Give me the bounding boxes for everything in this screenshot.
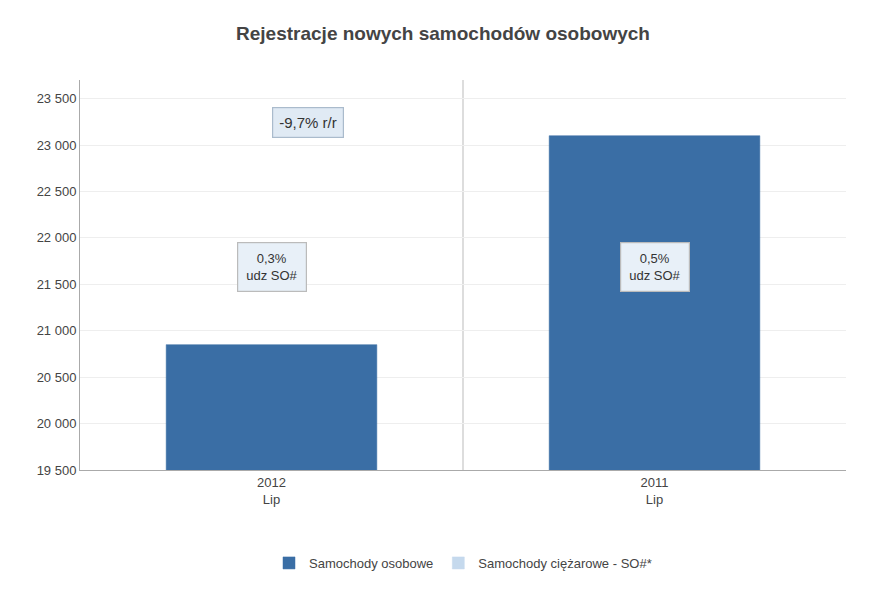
svg-text:2012Lip: 2012Lip	[257, 475, 286, 507]
svg-text:-9,7% r/r: -9,7% r/r	[279, 114, 337, 131]
svg-text:19 500: 19 500	[37, 463, 77, 478]
svg-text:Samochody osobowe: Samochody osobowe	[309, 556, 433, 571]
svg-text:0,5%udz SO#: 0,5%udz SO#	[629, 251, 680, 283]
svg-text:2011Lip: 2011Lip	[641, 475, 669, 507]
svg-text:23 500: 23 500	[37, 91, 77, 106]
svg-text:21 500: 21 500	[37, 277, 77, 292]
svg-text:0,3%udz SO#: 0,3%udz SO#	[246, 251, 297, 283]
svg-text:Samochody ciężarowe - SO#*: Samochody ciężarowe - SO#*	[478, 556, 651, 571]
svg-text:22 500: 22 500	[37, 184, 77, 199]
svg-text:Rejestracje nowych samochodów: Rejestracje nowych samochodów osobowych	[236, 23, 650, 44]
svg-text:20 500: 20 500	[37, 370, 77, 385]
svg-text:20 000: 20 000	[37, 416, 77, 431]
svg-text:21 000: 21 000	[37, 323, 77, 338]
svg-text:22 000: 22 000	[37, 230, 77, 245]
svg-text:23 000: 23 000	[37, 138, 77, 153]
